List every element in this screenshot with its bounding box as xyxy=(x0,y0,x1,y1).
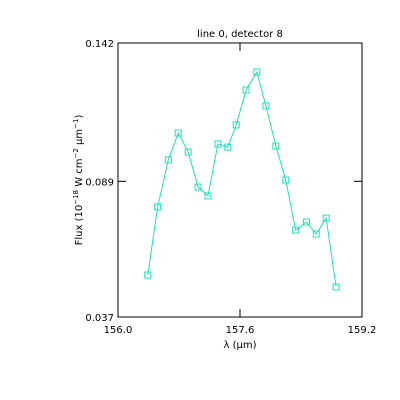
x-tick-label: 157.6 xyxy=(226,325,255,336)
data-point xyxy=(242,86,250,94)
data-point xyxy=(262,102,270,110)
y-label-part: ) xyxy=(74,115,85,119)
data-point xyxy=(204,192,212,200)
y-axis-label: Flux (10−18 W cm−2 μm−1) xyxy=(72,115,85,246)
data-point xyxy=(292,226,300,234)
data-point xyxy=(184,148,192,156)
data-point xyxy=(272,142,280,150)
data-point xyxy=(224,143,232,151)
data-point xyxy=(154,203,162,211)
data-point xyxy=(332,283,340,291)
data-point xyxy=(312,230,320,238)
data-point xyxy=(144,271,152,279)
x-tick-label: 156.0 xyxy=(104,325,133,336)
y-label-part: μm xyxy=(74,129,85,148)
y-label-superscript: −1 xyxy=(72,119,80,129)
data-point xyxy=(232,121,240,129)
y-label-part: Flux (10 xyxy=(74,205,85,246)
data-point xyxy=(174,129,182,137)
y-tick-label: 0.089 xyxy=(85,177,114,188)
data-point xyxy=(194,183,202,191)
y-tick-label: 0.142 xyxy=(85,39,114,50)
data-point xyxy=(253,68,261,76)
x-tick-label: 159.2 xyxy=(348,325,377,336)
chart-title: line 0, detector 8 xyxy=(197,29,283,40)
data-point xyxy=(282,176,290,184)
data-point xyxy=(322,214,330,222)
x-axis-label: λ (μm) xyxy=(223,340,256,351)
y-label-part: W cm xyxy=(74,159,85,190)
y-label-superscript: −18 xyxy=(72,190,80,205)
data-point xyxy=(214,140,222,148)
y-tick-label: 0.037 xyxy=(85,313,114,324)
data-point xyxy=(302,218,310,226)
data-point xyxy=(164,156,172,164)
y-label-superscript: −2 xyxy=(72,148,80,158)
